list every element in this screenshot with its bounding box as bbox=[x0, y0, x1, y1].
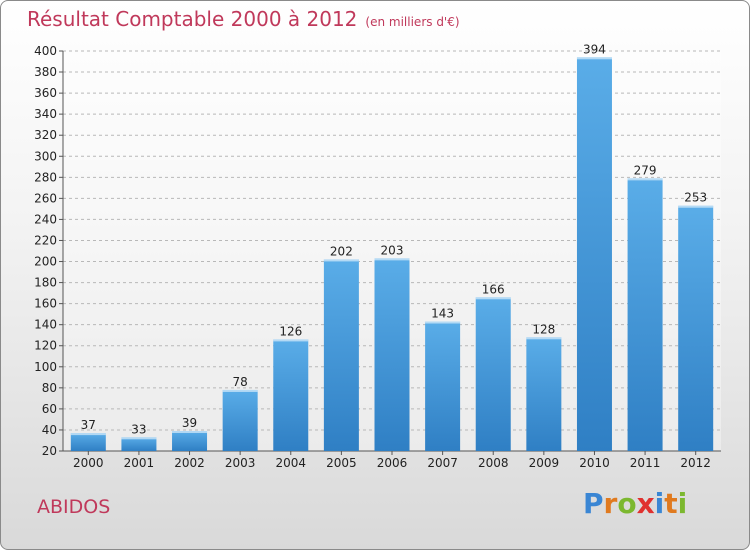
bar-highlight bbox=[172, 431, 208, 433]
x-tick-label: 2008 bbox=[478, 456, 509, 470]
value-label: 33 bbox=[131, 422, 146, 436]
bar-highlight bbox=[323, 259, 359, 262]
bar-highlight bbox=[678, 205, 714, 208]
x-tick-label: 2004 bbox=[275, 456, 306, 470]
value-label: 202 bbox=[330, 244, 353, 258]
x-tick-label: 2000 bbox=[73, 456, 104, 470]
title-main: Résultat Comptable 2000 à 2012 bbox=[27, 7, 358, 31]
y-tick-label: 40 bbox=[42, 423, 57, 437]
y-tick-label: 260 bbox=[34, 191, 57, 205]
bar-highlight bbox=[576, 57, 612, 60]
y-tick-label: 380 bbox=[34, 65, 57, 79]
bar-highlight bbox=[627, 178, 663, 181]
logo-letter: t bbox=[664, 487, 678, 520]
bar bbox=[425, 321, 461, 451]
logo-letter: x bbox=[636, 487, 655, 520]
bar-highlight bbox=[70, 433, 106, 436]
y-tick-label: 220 bbox=[34, 233, 57, 247]
y-tick-label: 300 bbox=[34, 149, 57, 163]
bar bbox=[678, 205, 714, 451]
value-label: 39 bbox=[182, 416, 197, 430]
bar-highlight bbox=[425, 321, 461, 324]
bar bbox=[526, 337, 562, 451]
bar bbox=[222, 389, 258, 451]
x-tick-label: 2006 bbox=[377, 456, 408, 470]
proxiti-logo: Proxiti bbox=[583, 487, 687, 520]
value-label: 394 bbox=[583, 42, 606, 56]
value-label: 143 bbox=[431, 307, 454, 321]
bar bbox=[273, 339, 309, 451]
value-label: 126 bbox=[279, 324, 302, 338]
y-tick-label: 140 bbox=[34, 318, 57, 332]
bar-highlight bbox=[222, 389, 258, 392]
x-tick-label: 2012 bbox=[680, 456, 711, 470]
y-tick-label: 320 bbox=[34, 128, 57, 142]
x-tick-label: 2002 bbox=[174, 456, 205, 470]
bar bbox=[323, 259, 359, 451]
y-tick-label: 160 bbox=[34, 297, 57, 311]
logo-letter: o bbox=[617, 487, 637, 520]
x-tick-label: 2011 bbox=[630, 456, 661, 470]
logo-letter: i bbox=[654, 487, 665, 520]
value-label: 203 bbox=[381, 243, 404, 257]
bar bbox=[576, 57, 612, 451]
x-tick-label: 2009 bbox=[529, 456, 560, 470]
y-tick-label: 120 bbox=[34, 339, 57, 353]
location-label: ABIDOS bbox=[37, 496, 111, 518]
x-tick-label: 2005 bbox=[326, 456, 357, 470]
bar-highlight bbox=[121, 437, 157, 440]
x-tick-label: 2010 bbox=[579, 456, 610, 470]
y-tick-label: 340 bbox=[34, 107, 57, 121]
bar-highlight bbox=[273, 339, 309, 342]
bar bbox=[121, 437, 157, 451]
chart-title: Résultat Comptable 2000 à 2012 (en millie… bbox=[27, 7, 460, 31]
bar bbox=[70, 433, 106, 451]
x-tick-label: 2007 bbox=[427, 456, 458, 470]
value-label: 128 bbox=[532, 322, 555, 336]
logo-letter: P bbox=[583, 487, 604, 520]
y-tick-label: 360 bbox=[34, 86, 57, 100]
bar bbox=[172, 431, 208, 451]
y-tick-label: 100 bbox=[34, 360, 57, 374]
y-tick-label: 180 bbox=[34, 276, 57, 290]
x-tick-label: 2003 bbox=[225, 456, 256, 470]
value-label: 78 bbox=[233, 375, 248, 389]
bar bbox=[475, 297, 511, 451]
bar-highlight bbox=[374, 258, 410, 261]
y-tick-label: 400 bbox=[34, 44, 57, 58]
x-tick-label: 2001 bbox=[124, 456, 155, 470]
value-label: 279 bbox=[634, 163, 657, 177]
bar-highlight bbox=[475, 297, 511, 300]
logo-letter: r bbox=[603, 487, 618, 520]
y-tick-label: 280 bbox=[34, 170, 57, 184]
y-tick-label: 60 bbox=[42, 402, 57, 416]
y-tick-label: 240 bbox=[34, 212, 57, 226]
bar-highlight bbox=[526, 337, 562, 340]
value-label: 166 bbox=[482, 282, 505, 296]
value-label: 253 bbox=[684, 191, 707, 205]
logo-letter: i bbox=[677, 487, 688, 520]
chart-subtitle: (en milliers d'€) bbox=[365, 15, 460, 29]
y-tick-label: 80 bbox=[42, 381, 57, 395]
value-label: 37 bbox=[81, 418, 96, 432]
bar bbox=[374, 258, 410, 451]
bar bbox=[627, 178, 663, 452]
y-tick-label: 200 bbox=[34, 255, 57, 269]
y-tick-label: 20 bbox=[42, 444, 57, 458]
